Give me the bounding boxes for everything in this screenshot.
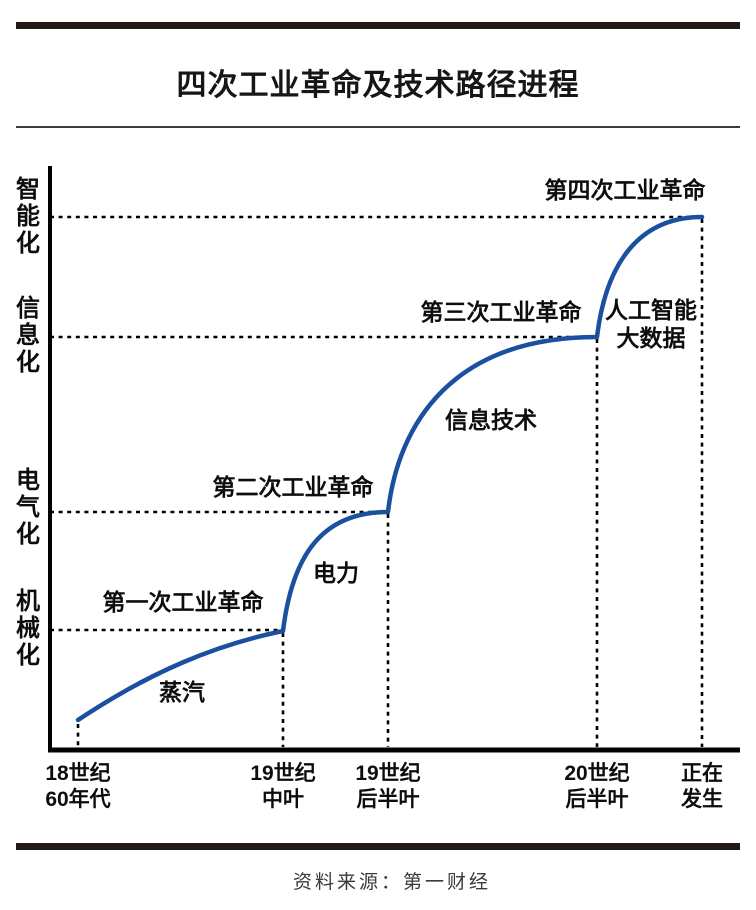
x-tick-line1: 正在	[681, 762, 723, 785]
x-tick-line2: 后半叶	[565, 788, 629, 811]
x-tick-19世纪后半叶: 19世纪 后半叶	[318, 761, 458, 813]
bottom-rule-bar	[16, 843, 740, 850]
x-tick-line1: 19世纪	[250, 762, 316, 785]
page-title: 四次工业革命及技术路径进程	[176, 69, 580, 102]
annotation-revolution-1: 第一次工业革命	[102, 589, 264, 615]
annotation-technology-electricity: 电力	[313, 560, 359, 586]
top-rule-bar	[16, 22, 740, 29]
y-axis-label-机械化: 机械化	[16, 588, 40, 669]
annotation-revolution-4: 第四次工业革命	[544, 177, 706, 203]
x-tick-line1: 19世纪	[355, 762, 421, 785]
x-tick-line2: 中叶	[262, 788, 304, 811]
revolution-curve-path	[75, 214, 705, 723]
x-tick-20世纪后半叶: 20世纪 后半叶	[527, 761, 667, 813]
annotation-revolution-2: 第二次工业革命	[212, 474, 374, 500]
x-tick-line2: 60年代	[45, 788, 111, 811]
x-tick-19世纪中叶: 19世纪 中叶	[213, 761, 353, 813]
x-tick-正在发生: 正在 发生	[632, 761, 756, 813]
annotation-technology-ai: 人工智能	[605, 297, 697, 323]
header-divider-line	[16, 126, 740, 128]
x-tick-line2: 发生	[681, 788, 723, 811]
x-tick-line1: 20世纪	[564, 762, 630, 785]
y-axis-label-信息化: 信息化	[16, 295, 40, 376]
source-text: 资料来源：第一财经	[292, 872, 491, 893]
annotation-revolution-3: 第三次工业革命	[420, 299, 582, 325]
annotation-technology-bigdata: 大数据	[616, 325, 686, 351]
y-axis-label-电气化: 电气化	[16, 467, 40, 548]
x-tick-line2: 后半叶	[356, 788, 420, 811]
x-tick-line1: 18世纪	[45, 762, 111, 785]
annotation-technology-it: 信息技术	[445, 407, 537, 433]
y-axis-label-智能化: 智能化	[16, 176, 40, 257]
annotation-technology-ai-bigdata: 人工智能 大数据	[605, 296, 697, 352]
annotation-technology-steam: 蒸汽	[159, 679, 205, 705]
x-tick-18世纪60年代: 18世纪 60年代	[8, 761, 148, 813]
